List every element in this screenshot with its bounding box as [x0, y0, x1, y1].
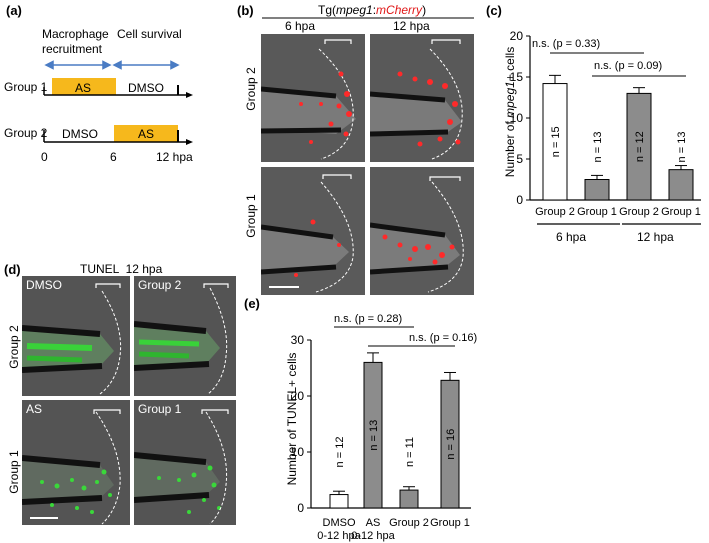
tag-dmso: DMSO: [26, 278, 62, 292]
category-label: DMSO: [323, 517, 356, 529]
tick-0: 0: [41, 150, 48, 164]
category-label: 0-12 hpa: [351, 530, 395, 542]
chart-c-sig1: n.s. (p = 0.33): [532, 38, 601, 50]
category-label: Group 1: [577, 206, 617, 218]
n-label: n = 13: [368, 420, 380, 451]
n-label: n = 13: [592, 132, 604, 163]
panel-c-label: (c): [486, 3, 502, 18]
phase-macrophage-label: Macrophage: [42, 27, 109, 41]
panel-b-title-rule: [262, 17, 474, 19]
y-tick-label: 0: [516, 193, 523, 207]
y-tick-label: 20: [291, 389, 305, 403]
n-label: n = 13: [676, 132, 688, 163]
category-label: AS: [366, 517, 381, 529]
col-6hpa-label: 6 hpa: [285, 19, 316, 33]
tag-group2: Group 2: [138, 278, 182, 292]
category-label: Group 2: [389, 517, 429, 529]
category-label: Group 1: [661, 206, 701, 218]
bar: [542, 83, 568, 201]
micrograph-b-g2-12hpa: [370, 34, 474, 162]
chart-e-sig2: n.s. (p = 0.16): [409, 332, 478, 344]
group1-as-text: AS: [75, 81, 92, 95]
group1-dmso-text: DMSO: [128, 81, 164, 95]
timeline-diagram: [43, 60, 193, 145]
bar: [399, 489, 419, 509]
n-label: n = 15: [550, 126, 562, 157]
group2-label: Group 2: [4, 126, 48, 140]
panel-d-label: (d): [4, 262, 21, 277]
panel-d-title: TUNEL 12 hpa: [80, 262, 163, 276]
y-tick-label: 10: [510, 111, 524, 125]
micrograph-b-g1-12hpa: [370, 167, 474, 295]
bar: [626, 92, 652, 201]
micrograph-b-g2-6hpa: [261, 34, 365, 162]
micrograph-d-dmso: DMSO: [22, 276, 130, 396]
y-tick-label: 5: [516, 152, 523, 166]
group1-as-block: [52, 78, 116, 95]
n-label: n = 16: [445, 429, 457, 460]
tag-group1: Group 1: [138, 402, 182, 416]
micrograph-d-as: AS: [22, 400, 130, 525]
chart-c-group-6hpa: 6 hpa: [556, 230, 587, 244]
category-label: Group 2: [535, 206, 575, 218]
bar: [329, 494, 349, 509]
chart-c-group-12hpa: 12 hpa: [637, 230, 674, 244]
y-tick-label: 30: [291, 333, 305, 347]
n-label: n = 12: [334, 437, 346, 468]
category-label: Group 2: [619, 206, 659, 218]
panel-e-label: (e): [244, 296, 260, 311]
bar: [668, 169, 694, 201]
panel-a-label: (a): [6, 3, 22, 18]
y-tick-label: 0: [297, 501, 304, 515]
phase-cell-survival-label: Cell survival: [117, 27, 182, 41]
chart-c-sig2: n.s. (p = 0.09): [594, 60, 663, 72]
tick-12hpa: 12 hpa: [156, 150, 193, 164]
chart-c-svg: 0 5 10 15 20 n = 15 Group 2 n = 13 Group 1 n = 12…: [510, 29, 701, 225]
y-tick-label: 15: [510, 70, 524, 84]
phase-recruitment-label: recruitment: [42, 42, 103, 56]
n-label: n = 11: [404, 437, 416, 467]
category-label: 0-12 hpa: [317, 530, 361, 542]
y-tick-label: 20: [510, 29, 524, 43]
micrograph-b-g1-6hpa: [261, 167, 365, 295]
group2-as-block: [114, 125, 178, 142]
y-tick-label: 10: [291, 445, 305, 459]
n-label: n = 12: [634, 131, 646, 162]
chart-e-sig1: n.s. (p = 0.28): [334, 313, 403, 325]
micrograph-d-group1: Group 1: [134, 400, 236, 525]
group1-label: Group 1: [4, 80, 48, 94]
group2-dmso-text: DMSO: [62, 127, 98, 141]
tick-6: 6: [110, 150, 117, 164]
category-label: Group 1: [430, 517, 470, 529]
phase-arrows: [44, 60, 180, 70]
col-12hpa-label: 12 hpa: [393, 19, 430, 33]
tag-as: AS: [26, 402, 43, 416]
panel-b-label: (b): [237, 3, 254, 18]
group2-as-text: AS: [138, 127, 155, 141]
micrograph-d-group2: Group 2: [134, 276, 236, 396]
panel-b-title: Tg(mpeg1:mCherry): [318, 3, 427, 17]
